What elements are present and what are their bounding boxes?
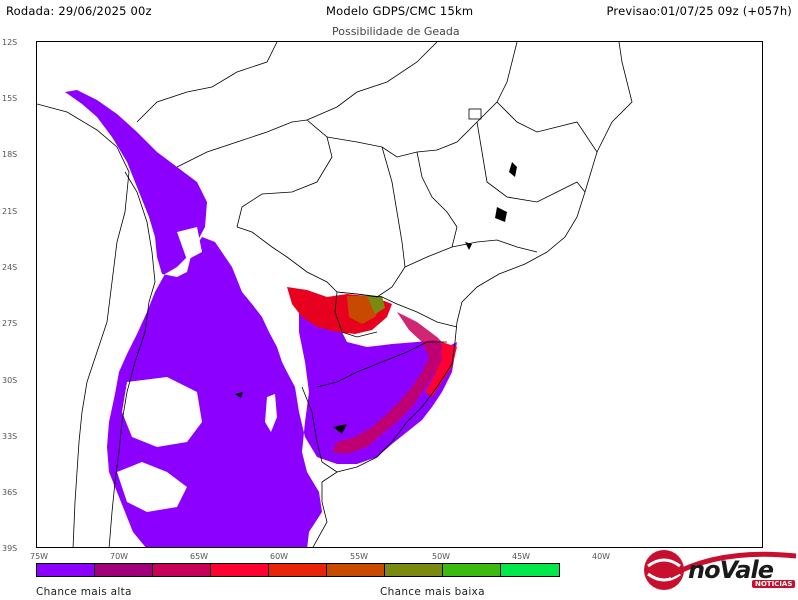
lat-label: 12S xyxy=(2,38,18,47)
lon-label: 65W xyxy=(190,552,209,561)
legend-swatch xyxy=(501,564,559,576)
legend-swatch xyxy=(327,564,385,576)
lon-label: 40W xyxy=(592,552,611,561)
legend-swatch xyxy=(153,564,211,576)
lon-label: 75W xyxy=(30,552,49,561)
lon-label: 70W xyxy=(110,552,129,561)
legend-swatch xyxy=(385,564,443,576)
run-date-label: Rodada: 29/06/2025 00z xyxy=(6,4,152,18)
lat-label: 30S xyxy=(2,376,18,385)
legend-swatch xyxy=(211,564,269,576)
lat-label: 15S xyxy=(2,94,18,103)
lon-label: 45W xyxy=(512,552,531,561)
map-canvas xyxy=(37,42,633,547)
map-subtitle: Possibilidade de Geada xyxy=(332,25,460,38)
lat-label: 33S xyxy=(2,432,18,441)
logo-text: noVale xyxy=(688,556,774,584)
lat-label: 27S xyxy=(2,319,18,328)
logo-subtext: NOTÍCIAS xyxy=(752,580,796,588)
forecast-label: Previsao:01/07/25 09z (+057h) xyxy=(606,4,792,18)
lon-label: 50W xyxy=(432,552,451,561)
lat-label: 39S xyxy=(2,544,18,553)
lat-label: 36S xyxy=(2,488,18,497)
frost-map xyxy=(36,41,763,548)
lat-label: 18S xyxy=(2,150,18,159)
novale-logo xyxy=(644,550,796,590)
lat-label: 21S xyxy=(2,207,18,216)
legend-low-label: Chance mais baixa xyxy=(380,586,485,598)
no-frost-areas xyxy=(117,227,277,512)
legend-swatch xyxy=(37,564,95,576)
legend-swatch xyxy=(269,564,327,576)
legend-swatch xyxy=(95,564,153,576)
legend-high-label: Chance mais alta xyxy=(36,586,132,598)
frost-area-medium xyxy=(287,287,457,454)
lon-label: 55W xyxy=(350,552,369,561)
borders xyxy=(37,42,633,547)
lon-label: 60W xyxy=(270,552,289,561)
legend-colorbar xyxy=(36,563,560,577)
model-label: Modelo GDPS/CMC 15km xyxy=(326,4,474,18)
lat-label: 24S xyxy=(2,263,18,272)
lakes xyxy=(235,108,517,434)
legend-swatch xyxy=(443,564,501,576)
